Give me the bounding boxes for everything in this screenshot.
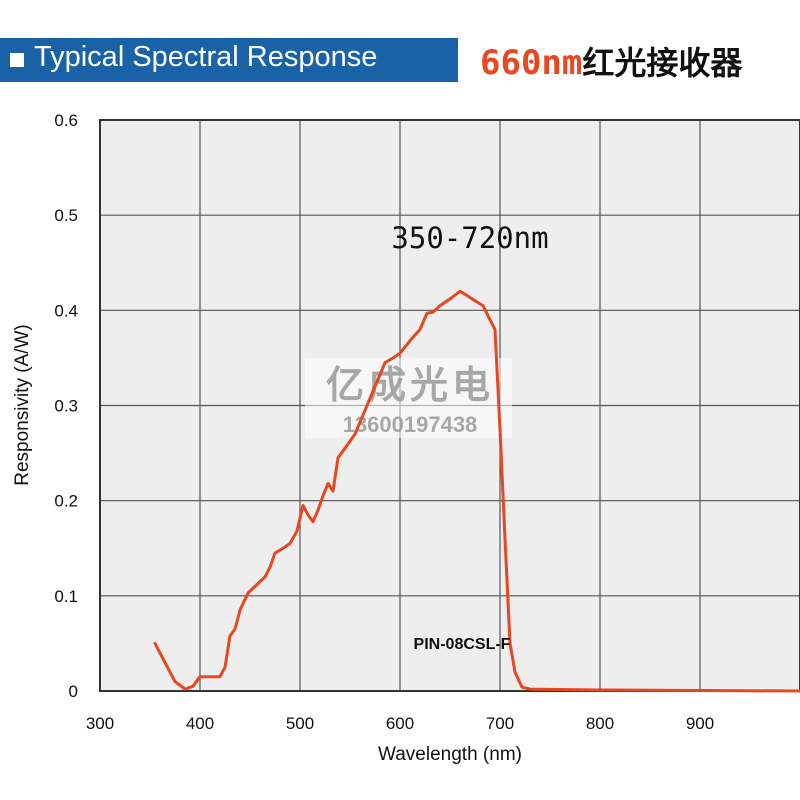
x-axis-label: Wavelength (nm) [378, 744, 522, 765]
x-tick-labels: 300 400 500 600 700 800 900 [86, 714, 714, 733]
product-name: 红光接收器 [582, 44, 743, 82]
responsivity-curve [153, 289, 800, 693]
product-title: 660nm红光接收器 [480, 38, 742, 84]
y-tick-label: 0.6 [54, 111, 78, 130]
x-tick-label: 900 [686, 714, 714, 733]
y-axis-label: Responsivity (A/W) [12, 324, 33, 486]
watermark-box [305, 358, 512, 438]
watermark-phone: 13600197438 [343, 412, 478, 437]
x-tick-label: 500 [286, 714, 314, 733]
watermark-name: 亿成光电 [326, 362, 494, 407]
part-number-annotation: PIN-08CSL-F [414, 636, 511, 653]
y-tick-label: 0.4 [54, 301, 78, 320]
x-tick-label: 600 [386, 714, 414, 733]
header-bullet-icon [10, 53, 24, 67]
y-tick-label: 0 [69, 682, 78, 701]
product-model: 660nm [480, 43, 583, 83]
header-title: Typical Spectral Response [34, 41, 378, 73]
y-tick-label: 0.3 [54, 397, 78, 416]
y-tick-label: 0.5 [54, 206, 78, 225]
x-tick-label: 400 [186, 714, 214, 733]
y-tick-labels: 0 0.1 0.2 0.3 0.4 0.5 0.6 [54, 111, 78, 701]
x-tick-label: 800 [586, 714, 614, 733]
x-tick-label: 700 [486, 714, 514, 733]
range-annotation: 350-720nm [391, 221, 548, 255]
x-tick-label: 300 [86, 714, 114, 733]
y-tick-label: 0.1 [54, 587, 78, 606]
plot-border [99, 119, 800, 692]
y-tick-label: 0.2 [54, 492, 78, 511]
header-band: Typical Spectral Response [0, 38, 458, 82]
